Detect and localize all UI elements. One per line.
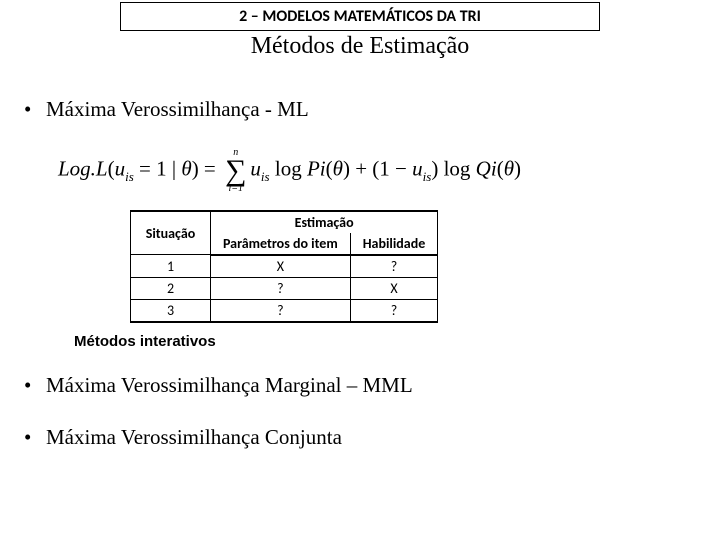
th-estimacao: Estimação [211,211,438,233]
slide-subtitle: Métodos de Estimação [0,33,720,60]
sub-heading-interativos: Métodos interativos [74,333,720,350]
formula-theta3: θ [504,157,514,181]
formula-u3: u [412,157,423,181]
th-parametros: Parâmetros do item [211,233,351,255]
bullet-item-conjunta-label: Máxima Verossimilhança Conjunta [46,425,342,449]
cell-s1: 1 [131,255,211,278]
table-row: 2 ? X [131,277,438,299]
formula-log2: log [438,157,475,181]
log-likelihood-formula: Log.L(uis = 1 | θ) = n∑i=1uis log Pi(θ) … [58,148,720,194]
bullet-item-mml: Máxima Verossimilhança Marginal – MML [0,372,720,398]
cell-p2: ? [211,277,351,299]
cell-s2: 2 [131,277,211,299]
formula-u2: u [250,157,261,181]
formula-log1: log [270,157,307,181]
formula-plus: + [350,157,372,181]
formula-p: P [307,157,320,181]
cell-h1: ? [350,255,438,278]
formula-open: (1 − [372,157,412,181]
section-header-box: 2 – MODELOS MATEMÁTICOS DA TRI [120,2,600,31]
formula-q: Q [476,157,491,181]
cell-h2: X [350,277,438,299]
table-row: 1 X ? [131,255,438,278]
bullet-item-conjunta: Máxima Verossimilhança Conjunta [0,424,720,450]
bullet-item-ml-label: Máxima Verossimilhança - ML [46,97,309,121]
estimation-table: Situação Estimação Parâmetros do item Ha… [130,210,438,323]
formula-u1: u [115,157,126,181]
cell-h3: ? [350,299,438,322]
formula-sub1: is [125,169,134,184]
cell-p1: X [211,255,351,278]
th-situacao: Situação [131,211,211,255]
formula-logl: Log.L [58,157,108,181]
formula-cond: = 1 | [134,157,182,181]
bullet-item-mml-label: Máxima Verossimilhança Marginal – MML [46,373,413,397]
sigma-icon: n∑i=1 [225,148,246,194]
formula-theta2: θ [333,157,343,181]
bullet-item-ml: Máxima Verossimilhança - ML [0,96,720,122]
formula-theta1: θ [181,157,191,181]
cell-p3: ? [211,299,351,322]
bullet-list-primary: Máxima Verossimilhança - ML [0,96,720,122]
bullet-list-secondary: Máxima Verossimilhança Marginal – MML Má… [0,372,720,451]
cell-s3: 3 [131,299,211,322]
formula-sub2: is [261,169,270,184]
section-header-text: 2 – MODELOS MATEMÁTICOS DA TRI [239,7,481,26]
table-row: 3 ? ? [131,299,438,322]
th-habilidade: Habilidade [350,233,438,255]
